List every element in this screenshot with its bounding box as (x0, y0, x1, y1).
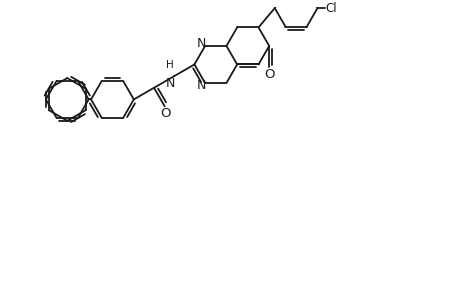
Text: Cl: Cl (325, 2, 336, 15)
Text: N: N (196, 79, 206, 92)
Text: N: N (165, 77, 174, 90)
Text: H: H (166, 60, 174, 70)
Text: N: N (196, 37, 206, 50)
Text: O: O (263, 68, 274, 81)
Text: O: O (160, 106, 171, 120)
